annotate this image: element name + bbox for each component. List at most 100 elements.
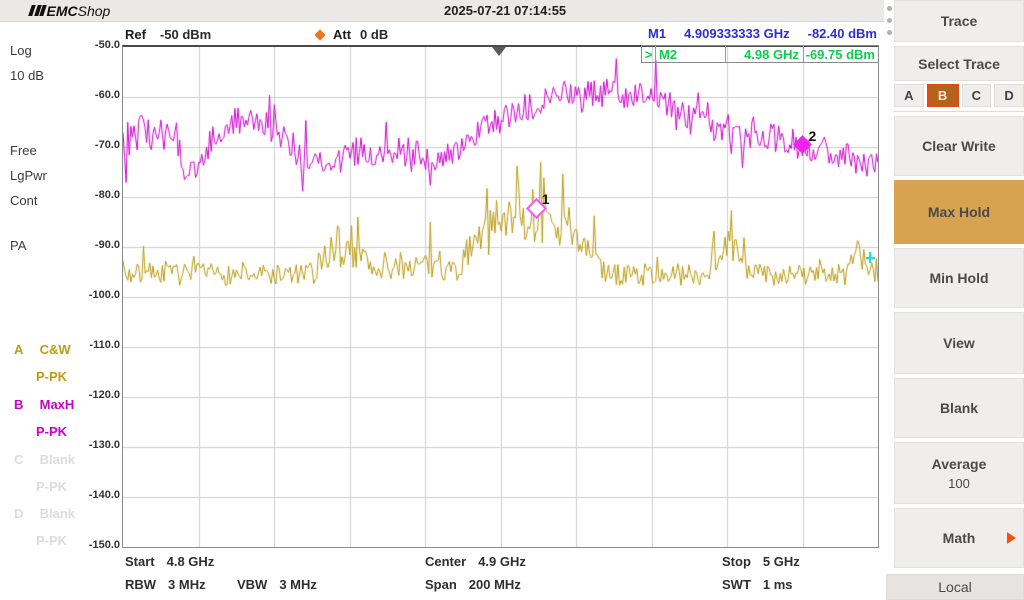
att-label: Att [333,27,352,42]
marker2-active-indicator: > [642,46,656,62]
y-axis-tick-label: -140.0 [88,489,120,501]
swt-readout[interactable]: SWT 1 ms [722,577,793,592]
max-hold-button[interactable]: Max Hold [894,180,1024,244]
y-axis-tick-label: -90.0 [94,239,120,251]
span-readout[interactable]: Span 200 MHz [425,577,521,592]
panel-drag-handle[interactable] [886,6,894,42]
att-value: 0 dB [360,27,389,42]
rbw-label: RBW [125,577,157,592]
center-label: Center [425,554,467,569]
reference-level-readout[interactable]: Ref -50 dBm [125,27,211,42]
marker1-frequency: 4.909333333 GHz [684,26,790,41]
scale-per-div-label: 10 dB [10,68,44,83]
ref-label: Ref [125,27,146,42]
min-hold-button[interactable]: Min Hold [894,248,1024,308]
trace-c-id: C [14,452,24,467]
y-axis-tick-label: -130.0 [88,439,120,451]
trace-segment-b[interactable]: B [926,84,959,107]
menu-title: Trace [894,0,1024,42]
marker1-level: -82.40 dBm [807,26,877,41]
trace-c-mode: Blank [39,452,76,467]
trace-a-detector: P-PK [36,369,68,384]
trace-legend-d: D Blank [14,506,75,521]
trace-segment-c[interactable]: C [961,84,992,107]
swt-value: 1 ms [762,577,793,592]
y-axis-tick-label: -110.0 [89,339,120,351]
trace-legend-a: A C&W [14,342,71,357]
trace-a-id: A [14,342,24,357]
start-label: Start [125,554,155,569]
marker-2-number-label: 2 [808,127,817,144]
logo-text-regular: Shop [77,2,111,19]
logo-text-bold: EMC [46,2,78,19]
trace-b-detector: P-PK [36,424,68,439]
att-indicator-icon [314,28,326,41]
trace-legend-b: B MaxH [14,397,74,412]
emcshop-logo: EMC Shop [28,2,111,19]
logo-bars-icon [28,5,47,16]
trace-b-mode: MaxH [39,397,75,412]
preamp-label: PA [10,238,27,253]
blank-button[interactable]: Blank [894,378,1024,438]
attenuation-readout[interactable]: Att 0 dB [314,27,389,42]
marker1-readout: M1 4.909333333 GHz -82.40 dBm [648,26,877,41]
local-button[interactable]: Local [886,574,1024,600]
y-axis-tick-label: -120.0 [88,389,120,401]
view-button[interactable]: View [894,312,1024,374]
trace-selector-segments: A B C D [894,84,1024,107]
trace-segment-d[interactable]: D [994,84,1024,107]
start-frequency-readout[interactable]: Start 4.8 GHz [125,554,214,569]
start-value: 4.8 GHz [166,554,215,569]
marker2-level: -69.75 dBm [805,46,875,62]
marker1-label: M1 [648,26,667,41]
rbw-readout[interactable]: RBW 3 MHz [125,577,206,592]
spectrum-plot-canvas [123,47,878,547]
cyan-tick-marker-icon [866,257,875,259]
ref-value: -50 dBm [159,27,212,42]
amplitude-scale-label: Log [10,43,32,58]
marker2-readout: > M2 4.98 GHz -69.75 dBm [641,45,879,63]
top-bar: EMC Shop 2025-07-21 07:14:55 [0,0,884,22]
stop-label: Stop [722,554,751,569]
y-axis-tick-label: -150.0 [88,539,120,551]
y-axis-tick-label: -50.0 [94,39,120,51]
vbw-label: VBW [237,577,268,592]
marker2-label: M2 [656,46,726,62]
power-mode-label: LgPwr [10,168,47,183]
vbw-value: 3 MHz [279,577,317,592]
swt-label: SWT [722,577,751,592]
span-value: 200 MHz [468,577,521,592]
center-frequency-pointer-icon [492,47,506,56]
select-trace-button[interactable]: Select Trace [894,46,1024,81]
trigger-mode-label: Free [10,143,37,158]
trace-d-detector: P-PK [36,533,68,548]
y-axis-tick-label: -60.0 [94,89,120,101]
math-label: Math [942,530,976,546]
stop-value: 5 GHz [762,554,800,569]
y-axis-tick-label: -100.0 [88,289,120,301]
marker-1-number-label: 1 [541,191,550,207]
trace-segment-a[interactable]: A [894,84,924,107]
marker2-frequency: 4.98 GHz [726,46,804,62]
average-button[interactable]: Average 100 [894,442,1024,504]
softkey-menu: Trace Select Trace A B C D Clear Write M… [884,0,1024,600]
trace-d-mode: Blank [39,506,76,521]
trace-d-id: D [14,506,24,521]
menu-separator [894,111,1024,112]
clock-timestamp: 2025-07-21 07:14:55 [444,3,567,18]
center-frequency-readout[interactable]: Center 4.9 GHz [425,554,526,569]
submenu-arrow-icon [1007,532,1016,544]
trace-legend-c: C Blank [14,452,75,467]
average-value: 100 [948,475,970,491]
trace-c-detector: P-PK [36,479,68,494]
average-label: Average [931,455,987,472]
spectrum-display[interactable] [122,45,879,548]
stop-frequency-readout[interactable]: Stop 5 GHz [722,554,800,569]
math-button[interactable]: Math [894,508,1024,568]
rbw-value: 3 MHz [168,577,206,592]
sweep-mode-label: Cont [10,193,38,208]
clear-write-button[interactable]: Clear Write [894,116,1024,176]
center-value: 4.9 GHz [478,554,526,569]
span-label: Span [425,577,457,592]
vbw-readout[interactable]: VBW 3 MHz [237,577,317,592]
